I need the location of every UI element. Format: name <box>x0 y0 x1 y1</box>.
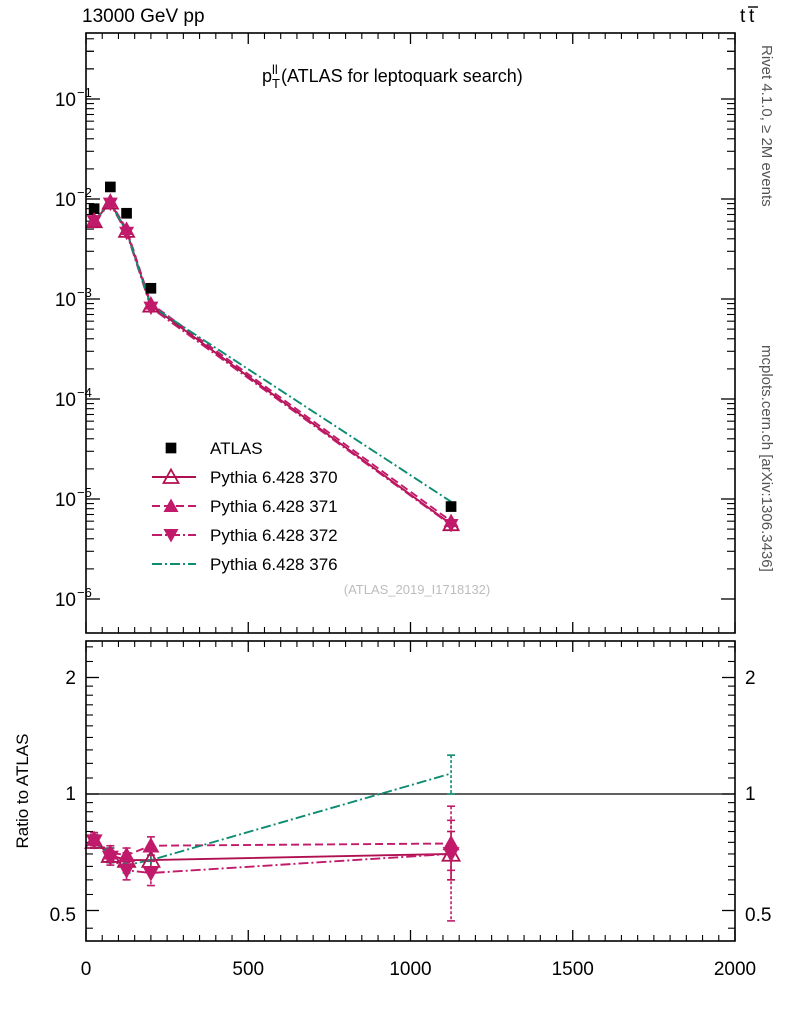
ratio-y-ticklabel-right: 2 <box>745 668 756 689</box>
data-marker-triangle-down-filled <box>85 834 103 850</box>
ratio-y-ticklabel-right: 0.5 <box>745 905 771 926</box>
ratio-x-ticks <box>85 641 736 941</box>
x-axis-ticklabel: 1000 <box>389 959 431 980</box>
data-marker-triangle-down-filled <box>102 197 118 212</box>
svg-text:10: 10 <box>55 290 76 311</box>
rivet-version-label: Rivet 4.1.0, ≥ 2M events <box>758 45 775 207</box>
data-marker-triangle-up-filled <box>118 846 136 862</box>
mcplots-reference-label: mcplots.cern.ch [arXiv:1306.3436] <box>758 345 775 572</box>
ratio-y-ticklabels: 2 1 0.5 2 1 0.5 <box>50 668 772 926</box>
svg-text:10: 10 <box>55 90 76 111</box>
ratio-panel: Ratio to ATLAS 2 1 0.5 2 1 0.5 <box>13 640 772 942</box>
svg-text:T: T <box>272 76 280 91</box>
legend-label: Pythia 6.428 370 <box>210 468 338 487</box>
x-axis-ticklabel: 2000 <box>714 959 756 980</box>
legend-entry: Pythia 6.428 372 <box>152 526 338 545</box>
legend-label: Pythia 6.428 371 <box>210 497 338 516</box>
analysis-id-watermark: (ATLAS_2019_I1718132) <box>344 582 490 597</box>
ratio-y-ticks <box>86 646 735 929</box>
data-marker-triangle-down-filled <box>143 301 159 316</box>
data-marker-triangle-up-open <box>161 467 181 484</box>
x-axis-ticklabel: 500 <box>232 959 264 980</box>
svg-text:10: 10 <box>55 390 76 411</box>
ratio-data-markers <box>84 830 462 882</box>
data-marker-square-filled <box>105 181 116 193</box>
data-marker-square-filled <box>445 501 457 512</box>
svg-text:10: 10 <box>55 590 76 611</box>
x-axis-ticklabels: 0 500 1000 1500 2000 <box>81 959 756 980</box>
legend-entry: Pythia 6.428 371 <box>152 497 338 516</box>
svg-text:−3: −3 <box>77 285 92 300</box>
svg-text:10: 10 <box>55 190 76 211</box>
svg-text:−5: −5 <box>77 485 92 500</box>
x-axis-ticklabel: 0 <box>81 959 92 980</box>
data-marker-triangle-down-filled <box>101 850 119 867</box>
data-marker-triangle-up-filled <box>442 834 460 851</box>
y-ticklabel: 10 −6 <box>55 585 92 611</box>
svg-text:ll: ll <box>272 62 278 77</box>
main-x-ticks <box>85 33 736 633</box>
main-y-major-ticks <box>86 98 735 600</box>
legend-entry: ATLAS <box>165 439 263 458</box>
main-data-markers <box>85 181 461 533</box>
ratio-y-ticklabel: 0.5 <box>50 905 76 926</box>
data-marker-triangle-down-filled <box>442 847 460 863</box>
ratio-panel-frame <box>85 640 736 942</box>
main-y-minor-ticks <box>86 38 735 570</box>
data-marker-square-filled <box>121 207 132 219</box>
svg-text:t: t <box>749 6 755 27</box>
data-marker-square-filled <box>88 203 100 215</box>
y-ticklabel: 10 −3 <box>55 285 92 311</box>
data-marker-triangle-down-filled <box>118 863 136 879</box>
legend-label: ATLAS <box>210 439 263 458</box>
svg-text:−6: −6 <box>77 585 92 600</box>
legend-entry: Pythia 6.428 370 <box>152 467 338 487</box>
data-marker-triangle-up-filled <box>163 498 179 512</box>
series-line <box>93 200 452 503</box>
panel-title: p T ll (ATLAS for leptoquark search) <box>262 62 523 91</box>
ratio-axis-label: Ratio to ATLAS <box>13 734 32 849</box>
svg-text:10: 10 <box>55 490 76 511</box>
panel-title-rest: (ATLAS for leptoquark search) <box>281 66 523 86</box>
main-panel: p T ll (ATLAS for leptoquark search) (AT… <box>55 32 736 634</box>
svg-text:−4: −4 <box>77 385 92 400</box>
data-marker-square-filled <box>165 442 177 454</box>
svg-text:t: t <box>740 6 746 27</box>
legend-label: Pythia 6.428 376 <box>210 555 338 574</box>
ratio-y-ticklabel: 1 <box>65 784 76 805</box>
y-ticklabel: 10 −1 <box>55 85 92 111</box>
data-marker-triangle-down-filled <box>142 866 160 882</box>
svg-text:−2: −2 <box>77 185 92 200</box>
data-marker-triangle-down-filled <box>119 226 135 241</box>
data-marker-square-filled <box>145 282 157 294</box>
main-panel-frame <box>85 32 736 634</box>
main-y-ticklabels: 10 −1 10 −2 10 −3 10 −4 10 −5 10 −6 <box>55 85 92 611</box>
data-marker-triangle-down-filled <box>86 215 102 229</box>
svg-text:p: p <box>262 66 272 86</box>
data-marker-triangle-down-filled <box>163 529 179 543</box>
y-ticklabel: 10 −5 <box>55 485 92 511</box>
legend-entry: Pythia 6.428 376 <box>152 555 338 574</box>
svg-text:−1: −1 <box>77 85 92 100</box>
y-ticklabel: 10 −4 <box>55 385 92 411</box>
legend: ATLAS Pythia 6.428 370 Pythia 6.428 371 Pyt… <box>152 439 338 574</box>
process-label: t t <box>740 6 758 27</box>
legend-label: Pythia 6.428 372 <box>210 526 338 545</box>
beam-energy-label: 13000 GeV pp <box>82 6 205 27</box>
ratio-y-ticklabel: 2 <box>65 668 76 689</box>
x-axis-ticklabel: 1500 <box>552 959 594 980</box>
ratio-data-curves <box>90 754 456 922</box>
data-marker-triangle-up-filled <box>142 837 160 853</box>
data-marker-triangle-down-filled <box>443 518 459 533</box>
y-ticklabel: 10 −2 <box>55 185 92 211</box>
ratio-y-ticklabel-right: 1 <box>745 784 756 805</box>
